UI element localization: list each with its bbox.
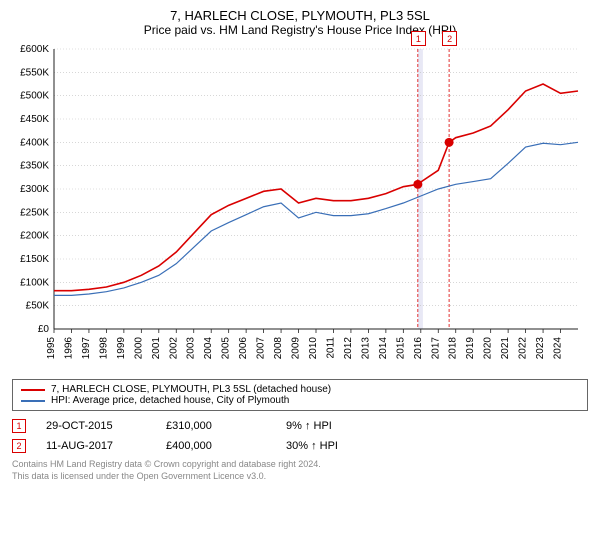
chart-plot-wrap: £0 £50K £100K £150K £200K £250K £300K £350K £400…	[12, 43, 588, 373]
svg-text:1999: 1999	[116, 337, 127, 360]
svg-text:1996: 1996	[63, 337, 74, 360]
sale-row: 2 11-AUG-2017 £400,000 30% ↑ HPI	[12, 439, 588, 453]
svg-text:2016: 2016	[413, 337, 424, 360]
svg-text:£300K: £300K	[20, 184, 49, 195]
svg-text:£450K: £450K	[20, 114, 49, 125]
svg-text:£200K: £200K	[20, 231, 49, 242]
sale-date: 11-AUG-2017	[46, 440, 146, 452]
sale-delta: 9% ↑ HPI	[286, 420, 386, 432]
svg-text:2004: 2004	[203, 337, 214, 360]
svg-text:2014: 2014	[378, 337, 389, 360]
chart-container: 7, HARLECH CLOSE, PLYMOUTH, PL3 5SL Pric…	[0, 0, 600, 560]
svg-text:£350K: £350K	[20, 161, 49, 172]
sale-price: £400,000	[166, 440, 266, 452]
svg-text:2024: 2024	[553, 337, 564, 360]
footnote: Contains HM Land Registry data © Crown c…	[12, 459, 588, 482]
sales-list: 1 29-OCT-2015 £310,000 9% ↑ HPI 2 11-AUG-2017…	[12, 419, 588, 453]
svg-text:2002: 2002	[168, 337, 179, 360]
svg-text:2007: 2007	[256, 337, 267, 360]
svg-text:£500K: £500K	[20, 91, 49, 102]
event-marker-label: 2	[442, 31, 457, 46]
sale-delta: 30% ↑ HPI	[286, 440, 386, 452]
svg-text:2010: 2010	[308, 337, 319, 360]
sale-row: 1 29-OCT-2015 £310,000 9% ↑ HPI	[12, 419, 588, 433]
svg-text:2017: 2017	[430, 337, 441, 360]
svg-text:2013: 2013	[360, 337, 371, 360]
svg-text:£550K: £550K	[20, 67, 49, 78]
svg-text:2018: 2018	[448, 337, 459, 360]
svg-text:2022: 2022	[518, 337, 529, 360]
svg-text:2008: 2008	[273, 337, 284, 360]
svg-text:2005: 2005	[221, 337, 232, 360]
legend-swatch	[21, 400, 45, 402]
legend-swatch	[21, 389, 45, 391]
svg-text:£400K: £400K	[20, 137, 49, 148]
sale-marker: 2	[12, 439, 26, 453]
svg-text:1995: 1995	[46, 337, 57, 360]
footnote-line: This data is licensed under the Open Gov…	[12, 471, 266, 481]
svg-text:2011: 2011	[325, 337, 336, 359]
footnote-line: Contains HM Land Registry data © Crown c…	[12, 459, 321, 469]
legend-label: 7, HARLECH CLOSE, PLYMOUTH, PL3 5SL (det…	[51, 384, 331, 395]
legend-item: HPI: Average price, detached house, City…	[21, 395, 579, 406]
svg-text:2021: 2021	[500, 337, 511, 360]
svg-text:£0: £0	[38, 324, 50, 335]
svg-text:1998: 1998	[98, 337, 109, 360]
svg-text:2023: 2023	[535, 337, 546, 360]
svg-text:£150K: £150K	[20, 254, 49, 265]
svg-text:2000: 2000	[133, 337, 144, 360]
svg-text:2019: 2019	[465, 337, 476, 360]
svg-text:2009: 2009	[291, 337, 302, 360]
sale-date: 29-OCT-2015	[46, 420, 146, 432]
event-marker-label: 1	[411, 31, 426, 46]
line-chart: £0 £50K £100K £150K £200K £250K £300K £350K £400…	[12, 43, 588, 373]
svg-text:1997: 1997	[81, 337, 92, 360]
svg-text:2001: 2001	[151, 337, 162, 360]
svg-text:£50K: £50K	[26, 301, 50, 312]
svg-text:2020: 2020	[483, 337, 494, 360]
svg-text:2012: 2012	[343, 337, 354, 360]
svg-text:£100K: £100K	[20, 277, 49, 288]
svg-text:2003: 2003	[186, 337, 197, 360]
svg-text:2006: 2006	[238, 337, 249, 360]
chart-subtitle: Price paid vs. HM Land Registry's House …	[12, 23, 588, 37]
svg-text:2015: 2015	[395, 337, 406, 360]
svg-text:£250K: £250K	[20, 207, 49, 218]
chart-title: 7, HARLECH CLOSE, PLYMOUTH, PL3 5SL	[12, 8, 588, 23]
legend: 7, HARLECH CLOSE, PLYMOUTH, PL3 5SL (det…	[12, 379, 588, 411]
svg-text:£600K: £600K	[20, 44, 49, 55]
sale-price: £310,000	[166, 420, 266, 432]
sale-marker: 1	[12, 419, 26, 433]
legend-label: HPI: Average price, detached house, City…	[51, 395, 289, 406]
legend-item: 7, HARLECH CLOSE, PLYMOUTH, PL3 5SL (det…	[21, 384, 579, 395]
